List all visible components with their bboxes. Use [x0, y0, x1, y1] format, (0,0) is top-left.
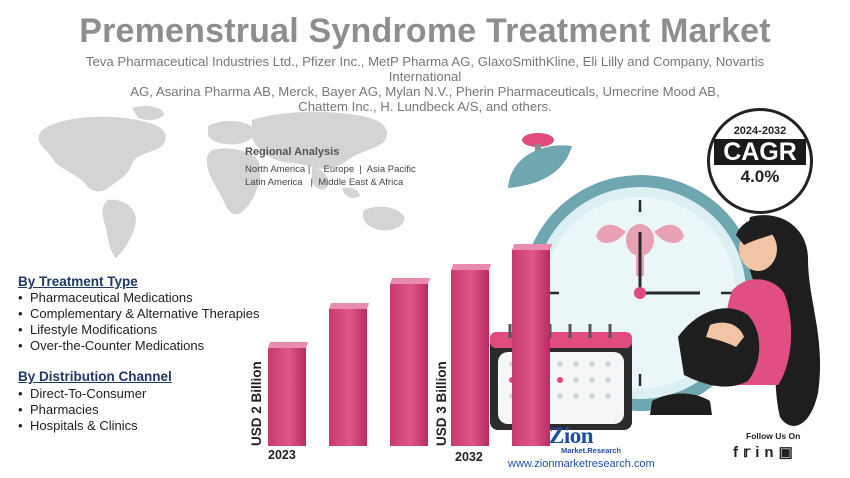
treatment-list: Pharmaceutical Medications Complementary… [18, 290, 260, 354]
woman-illustration [650, 215, 821, 426]
social-icons: f𝕣in▣ [733, 443, 798, 461]
page-title: Premenstrual Syndrome Treatment Market [79, 12, 771, 50]
year-label-start: 2023 [268, 448, 296, 462]
distribution-list: Direct-To-Consumer Pharmacies Hospitals … [18, 386, 146, 434]
regional-line: North America | Europe | Asia Pacific [245, 164, 416, 175]
bar-mid-2 [390, 278, 431, 446]
brand-logo[interactable]: Zion [549, 423, 594, 448]
world-map-illustration [38, 106, 405, 258]
brand-logo-subtitle: Market.Research [561, 446, 622, 455]
company-line: Teva Pharmaceutical Industries Ltd., Pfi… [85, 54, 765, 84]
distribution-heading: By Distribution Channel [18, 369, 172, 384]
bar-2023 [268, 342, 309, 446]
linkedin-icon[interactable]: in [755, 444, 779, 461]
calendar-illustration [490, 324, 632, 430]
value-label-end: USD 3 Billion [434, 361, 449, 446]
bar-2032 [512, 244, 553, 446]
bar-mid-3 [451, 264, 492, 446]
value-label-start: USD 2 Billion [249, 361, 264, 446]
list-item: Pharmacies [18, 402, 146, 418]
list-item: Pharmaceutical Medications [18, 290, 260, 306]
list-item: Complementary & Alternative Therapies [18, 306, 260, 322]
website-link[interactable]: www.zionmarketresearch.com [508, 458, 655, 470]
follow-us-label: Follow Us On [746, 431, 801, 441]
list-item: Direct-To-Consumer [18, 386, 146, 402]
facebook-icon[interactable]: f [733, 444, 743, 461]
list-item: Over-the-Counter Medications [18, 338, 260, 354]
company-line: Chattem Inc., H. Lundbeck A/S, and other… [298, 99, 552, 114]
instagram-icon[interactable]: ▣ [778, 444, 798, 461]
list-item: Hospitals & Clinics [18, 418, 146, 434]
bar-mid-1 [329, 303, 370, 446]
cagr-value: 4.0% [740, 167, 780, 186]
regional-line: Latin America | Middle East & Africa [245, 177, 404, 188]
cagr-years: 2024-2032 [733, 125, 787, 137]
company-line: AG, Asarina Pharma AB, Merck, Bayer AG, … [130, 84, 720, 99]
treatment-heading: By Treatment Type [18, 274, 138, 289]
list-item: Lifestyle Modifications [18, 322, 260, 338]
year-label-end: 2032 [455, 450, 483, 464]
regional-analysis-title: Regional Analysis [245, 146, 340, 158]
twitter-icon[interactable]: 𝕣 [743, 444, 756, 461]
company-list: Teva Pharmaceutical Industries Ltd., Pfi… [60, 54, 790, 114]
cagr-label: CAGR [714, 139, 806, 165]
cagr-badge: 2024-2032 CAGR 4.0% [707, 108, 813, 214]
